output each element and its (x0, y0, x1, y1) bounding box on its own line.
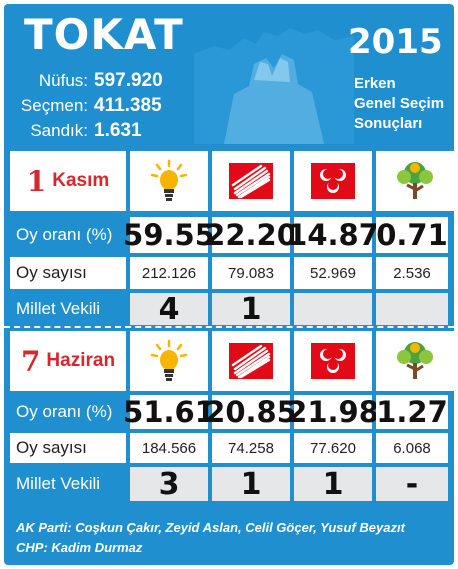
seats-value: - (405, 466, 419, 502)
rate-value: 14.87 (287, 218, 379, 252)
votes-cell: 79.083 (212, 257, 290, 289)
rate-cell: 20.85 (205, 395, 297, 429)
mhp-logo (294, 151, 372, 211)
six-arrows-icon (229, 163, 273, 199)
lightbulb-icon (150, 159, 188, 201)
votes-cell: 184.566 (130, 433, 208, 463)
date-box: 7 Haziran (10, 331, 126, 391)
election-line: Erken (354, 75, 396, 92)
rate-value: 0.71 (376, 218, 448, 252)
hdp-logo (376, 331, 454, 391)
rate-cell: 14.87 (287, 217, 379, 253)
deputies-akp: AK Parti: Coşkun Çakır, Zeyid Aslan, Cel… (16, 520, 405, 535)
three-crescents-icon (311, 343, 355, 379)
stat-population: Nüfus: 597.920 (14, 68, 204, 93)
votes-cell: 52.969 (294, 257, 372, 289)
rate-value: 51.61 (123, 395, 215, 429)
votes-value: 77.620 (310, 439, 356, 457)
tree-icon (397, 342, 433, 379)
rate-cell: 51.61 (123, 395, 215, 429)
chp-logo (212, 331, 290, 391)
castle-illustration (194, 28, 354, 144)
rate-cell: 1.27 (376, 395, 448, 429)
hdp-logo (376, 151, 454, 211)
row-label-votes: Oy sayısı (10, 257, 126, 289)
stat-label: Nüfus: (38, 70, 88, 90)
seats-cell (376, 293, 448, 325)
election-title: Erken Genel Seçim Sonuçları (354, 74, 444, 134)
akp-logo (130, 331, 208, 391)
votes-value: 79.083 (228, 264, 274, 282)
rate-cell: 0.71 (376, 217, 448, 253)
votes-cell: 6.068 (376, 433, 448, 463)
rate-value: 1.27 (376, 395, 448, 429)
rate-cell: 21.98 (287, 395, 379, 429)
votes-cell: 2.536 (376, 257, 448, 289)
date-month: Kasım (52, 170, 110, 191)
stat-label: Seçmen: (20, 95, 88, 115)
election-card: TOKAT Nüfus: 597.920 Seçmen: 411.385 San… (4, 4, 454, 565)
section-divider (4, 326, 454, 328)
akp-logo (130, 151, 208, 211)
stat-value: 411.385 (94, 94, 162, 116)
row-label-rate: Oy oranı (%) (16, 225, 113, 244)
stat-voters: Seçmen: 411.385 (14, 93, 204, 118)
seats-cell: 4 (130, 291, 208, 327)
elected-deputies: AK Parti: Coşkun Çakır, Zeyid Aslan, Cel… (16, 518, 405, 558)
lightbulb-icon (150, 339, 188, 381)
votes-cell: 77.620 (294, 433, 372, 463)
rate-cell: 59.55 (123, 217, 215, 253)
seats-value: 4 (158, 291, 180, 327)
seats-cell: 1 (212, 466, 290, 502)
six-arrows-icon (229, 343, 273, 379)
three-crescents-icon (311, 163, 355, 199)
rate-value: 20.85 (205, 395, 297, 429)
row-label-votes: Oy sayısı (10, 433, 126, 463)
rate-value: 59.55 (123, 218, 215, 252)
row-label-seats: Millet Vekili (16, 299, 101, 318)
seats-cell: - (376, 466, 448, 502)
votes-value: 52.969 (310, 264, 356, 282)
seats-cell (294, 293, 372, 325)
votes-value: 2.536 (393, 264, 431, 282)
year: 2015 (348, 22, 443, 62)
row-label-seats: Millet Vekili (16, 474, 101, 493)
election-line: Sonuçları (354, 115, 423, 132)
row-label-rate: Oy oranı (%) (16, 402, 113, 421)
date-month: Haziran (46, 350, 116, 371)
seats-cell: 3 (130, 466, 208, 502)
city-stats: Nüfus: 597.920 Seçmen: 411.385 Sandık: 1… (14, 68, 204, 143)
seats-value: 3 (158, 466, 180, 502)
rate-cell: 22.20 (205, 217, 297, 253)
date-day: 1 (26, 164, 47, 198)
votes-value: 212.126 (141, 264, 197, 282)
date-day: 7 (20, 344, 41, 378)
seats-value: 1 (322, 466, 344, 502)
mhp-logo (294, 331, 372, 391)
stat-ballot-boxes: Sandık: 1.631 (14, 118, 204, 143)
stat-label: Sandık: (30, 120, 88, 140)
votes-cell: 74.258 (212, 433, 290, 463)
rate-value: 22.20 (205, 218, 297, 252)
stat-value: 597.920 (94, 69, 163, 91)
tree-icon (397, 162, 433, 199)
election-line: Genel Seçim (354, 95, 445, 112)
stat-value: 1.631 (94, 119, 142, 141)
rate-value: 21.98 (287, 395, 379, 429)
seats-cell: 1 (294, 466, 372, 502)
city-title: TOKAT (24, 10, 184, 59)
votes-value: 6.068 (393, 439, 431, 457)
votes-value: 74.258 (228, 439, 274, 457)
header: TOKAT Nüfus: 597.920 Seçmen: 411.385 San… (4, 4, 454, 150)
seats-value: 1 (240, 466, 262, 502)
chp-logo (212, 151, 290, 211)
seats-value: 1 (240, 291, 262, 327)
deputies-chp: CHP: Kadim Durmaz (16, 540, 143, 555)
votes-value: 184.566 (141, 439, 197, 457)
seats-cell: 1 (212, 291, 290, 327)
date-box: 1 Kasım (10, 151, 126, 211)
votes-cell: 212.126 (130, 257, 208, 289)
